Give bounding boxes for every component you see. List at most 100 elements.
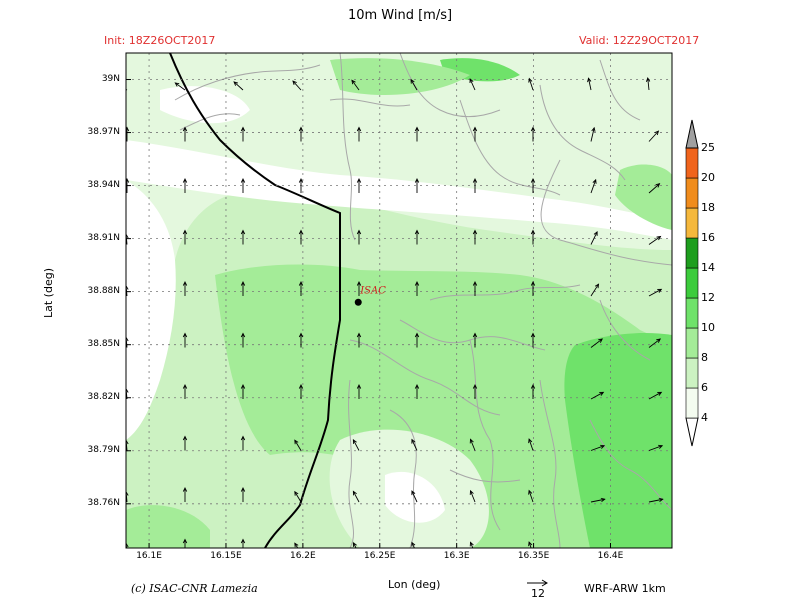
x-tick-label: 16.15E bbox=[210, 551, 242, 561]
station-label: ISAC bbox=[359, 285, 386, 296]
y-tick-label: 38.91N bbox=[87, 232, 121, 243]
wind-arrow bbox=[352, 541, 357, 548]
station-marker bbox=[354, 298, 362, 306]
wind-arrow bbox=[411, 541, 416, 548]
wind-arrow bbox=[414, 332, 420, 348]
x-axis-label: Lon (deg) bbox=[388, 578, 441, 591]
wind-arrow bbox=[590, 126, 596, 142]
x-tick-label: 16.4E bbox=[597, 551, 624, 561]
y-tick-label: 38.88N bbox=[87, 285, 121, 296]
chart-title: 10m Wind [m/s] bbox=[347, 8, 453, 23]
wind-arrow bbox=[414, 383, 420, 399]
wind-arrow bbox=[414, 229, 420, 245]
contour-strong-east bbox=[564, 333, 672, 548]
colorbar-label: 18 bbox=[701, 201, 715, 214]
wind-arrow bbox=[182, 229, 188, 245]
wind-arrow bbox=[356, 280, 362, 296]
wind-arrow bbox=[240, 538, 246, 548]
wind-arrow bbox=[648, 130, 660, 142]
y-tick-label: 38.97N bbox=[87, 126, 121, 137]
wind-arrow bbox=[528, 438, 534, 451]
wind-arrow bbox=[648, 235, 662, 245]
contour-medium-north bbox=[330, 58, 470, 95]
y-tick-label: 39N bbox=[101, 73, 120, 84]
wind-arrow bbox=[294, 490, 302, 503]
wind-arrow bbox=[528, 489, 534, 503]
contour-medium-northeast bbox=[615, 164, 672, 230]
colorbar-under-triangle bbox=[685, 417, 699, 447]
model-label: WRF-ARW 1km bbox=[584, 582, 666, 595]
wind-arrow bbox=[590, 178, 597, 194]
wind-arrow bbox=[356, 126, 362, 142]
colorbar-segment bbox=[685, 267, 699, 299]
y-tick-label: 38.85N bbox=[87, 338, 121, 349]
wind-arrow bbox=[294, 542, 299, 548]
wind-arrow bbox=[182, 332, 188, 348]
wind-arrow bbox=[182, 177, 188, 193]
wind-arrow bbox=[182, 486, 188, 502]
wind-arrow bbox=[530, 229, 536, 245]
wind-arrow bbox=[356, 383, 362, 399]
wind-arrow bbox=[411, 438, 418, 451]
init-time-label: Init: 18Z26OCT2017 bbox=[104, 34, 216, 47]
colorbar-segment bbox=[685, 327, 699, 359]
wind-arrow bbox=[590, 230, 598, 245]
contour-white-west bbox=[126, 180, 176, 440]
wind-arrow bbox=[530, 383, 536, 399]
coastline bbox=[169, 53, 341, 548]
wind-arrow bbox=[233, 81, 244, 91]
wind-arrow bbox=[356, 332, 362, 348]
colorbar-label: 25 bbox=[701, 141, 715, 154]
wind-arrow bbox=[530, 177, 536, 193]
colorbar-label: 10 bbox=[701, 321, 715, 334]
copyright-text: (c) ISAC-CNR Lamezia bbox=[131, 582, 258, 595]
wind-arrow bbox=[240, 126, 246, 142]
contour-light-north bbox=[126, 53, 672, 440]
wind-arrow bbox=[469, 489, 476, 503]
wind-arrow bbox=[351, 79, 360, 91]
colorbar-label: 16 bbox=[701, 231, 715, 244]
colorbar-label: 8 bbox=[701, 351, 708, 364]
plot-frame bbox=[125, 52, 673, 549]
reference-vector-value: 12 bbox=[531, 587, 545, 600]
wind-arrow bbox=[590, 391, 605, 400]
wind-arrow bbox=[648, 497, 664, 503]
wind-arrow bbox=[298, 280, 304, 296]
wind-arrow bbox=[472, 280, 478, 296]
wind-arrow bbox=[414, 280, 420, 296]
wind-arrow bbox=[182, 126, 188, 142]
valid-time-label: Valid: 12Z29OCT2017 bbox=[579, 34, 700, 47]
wind-arrow bbox=[469, 438, 476, 451]
wind-arrow bbox=[472, 177, 478, 193]
wind-arrow bbox=[292, 80, 302, 91]
x-tick-label: 16.2E bbox=[289, 551, 316, 561]
wind-arrow bbox=[648, 288, 663, 297]
wind-arrow bbox=[240, 486, 246, 502]
colorbar-label: 12 bbox=[701, 291, 715, 304]
wind-arrow bbox=[414, 126, 420, 142]
wind-arrow bbox=[240, 332, 246, 348]
wind-arrow bbox=[240, 435, 246, 451]
colorbar-segment bbox=[685, 147, 699, 179]
wind-arrow bbox=[472, 126, 478, 142]
wind-arrow bbox=[126, 88, 128, 91]
colorbar bbox=[685, 119, 699, 447]
colorbar-label: 4 bbox=[701, 411, 708, 424]
colorbar-segment bbox=[685, 387, 699, 419]
contour-medium-southwest bbox=[126, 505, 210, 548]
wind-arrow bbox=[410, 78, 418, 91]
y-tick-label: 38.82N bbox=[87, 391, 121, 402]
wind-arrow bbox=[648, 338, 661, 348]
x-tick-label: 16.3E bbox=[443, 551, 470, 561]
wind-arrow bbox=[174, 82, 186, 91]
wind-arrow bbox=[298, 126, 304, 142]
wind-arrow bbox=[530, 332, 536, 348]
admin-boundaries bbox=[174, 53, 672, 548]
wind-arrow bbox=[182, 538, 188, 548]
wind-arrow bbox=[590, 497, 606, 503]
wind-arrow bbox=[411, 490, 418, 503]
colorbar-label: 14 bbox=[701, 261, 715, 274]
contour-white-strip bbox=[126, 140, 672, 240]
wind-arrow bbox=[126, 126, 130, 142]
